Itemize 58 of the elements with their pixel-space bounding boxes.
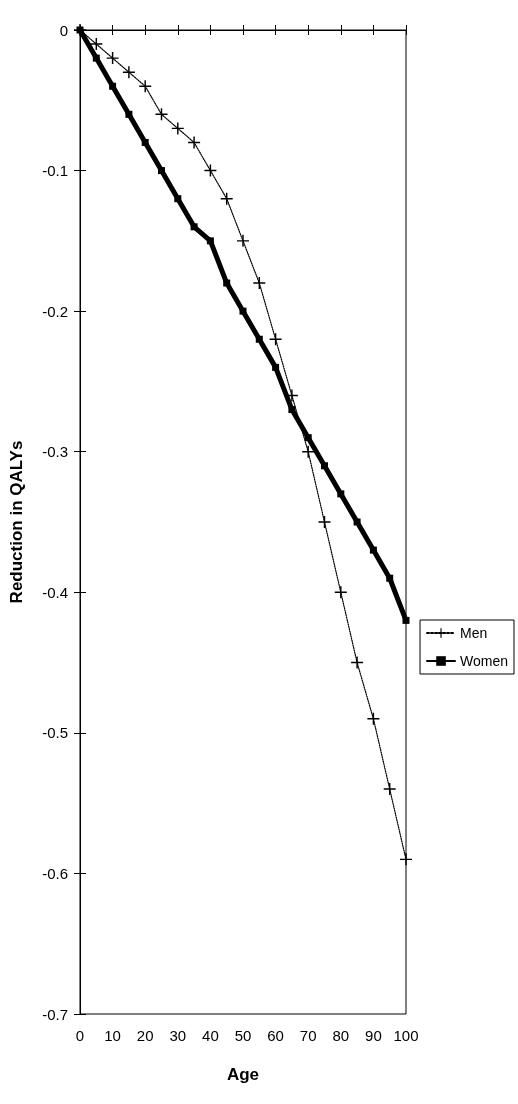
- point: [206, 237, 214, 245]
- point: [255, 335, 263, 343]
- point: [383, 783, 396, 796]
- point: [92, 54, 100, 62]
- y-tick-label: -0.6: [42, 864, 68, 882]
- point: [367, 712, 380, 725]
- y-tick-label: -0.1: [42, 162, 68, 180]
- legend-label: Men: [460, 625, 488, 641]
- point: [239, 307, 247, 315]
- point: [188, 136, 201, 149]
- x-tick-label: 70: [299, 1027, 317, 1044]
- x-tick-label: 60: [267, 1027, 284, 1044]
- point: [174, 195, 182, 203]
- point: [402, 616, 410, 624]
- x-tick-label: 10: [104, 1027, 121, 1044]
- x-axis-title: Age: [226, 1065, 260, 1084]
- y-tick-label: 0: [59, 21, 68, 39]
- y-tick-label: -0.7: [42, 1005, 68, 1023]
- point: [237, 234, 249, 247]
- point: [272, 363, 280, 371]
- x-tick-label: 0: [75, 1027, 85, 1044]
- x-tick-label: 30: [169, 1027, 187, 1044]
- x-tick-label: 40: [202, 1027, 219, 1044]
- point: [304, 434, 312, 442]
- point: [109, 82, 117, 90]
- y-tick-label: -0.2: [42, 302, 68, 320]
- y-tick-label: -0.3: [42, 443, 68, 461]
- y-tick-label: -0.4: [42, 583, 68, 601]
- x-tick-label: 20: [136, 1027, 154, 1044]
- point: [90, 38, 103, 51]
- y-axis-title: Reduction in QALYs: [7, 440, 26, 604]
- point: [353, 518, 361, 526]
- point: [171, 122, 184, 135]
- point: [288, 406, 296, 414]
- point: [334, 586, 347, 599]
- point: [302, 445, 315, 458]
- point: [337, 490, 345, 498]
- point: [318, 516, 331, 528]
- point: [158, 167, 165, 175]
- x-tick-label: 100: [393, 1027, 419, 1044]
- point: [253, 277, 266, 290]
- point: [400, 853, 412, 866]
- point: [351, 656, 364, 669]
- x-tick-label: 90: [365, 1027, 382, 1044]
- point: [369, 546, 377, 554]
- x-tick-label: 80: [332, 1027, 350, 1044]
- y-tick-label: -0.5: [42, 724, 68, 742]
- point: [223, 279, 231, 287]
- point: [139, 80, 152, 93]
- point: [106, 52, 119, 65]
- point: [125, 110, 133, 118]
- point: [190, 223, 198, 231]
- x-tick-label: 50: [234, 1027, 252, 1044]
- point: [386, 574, 394, 582]
- legend-label: Women: [460, 653, 508, 669]
- point: [321, 462, 328, 470]
- point: [141, 138, 149, 146]
- point: [122, 66, 135, 79]
